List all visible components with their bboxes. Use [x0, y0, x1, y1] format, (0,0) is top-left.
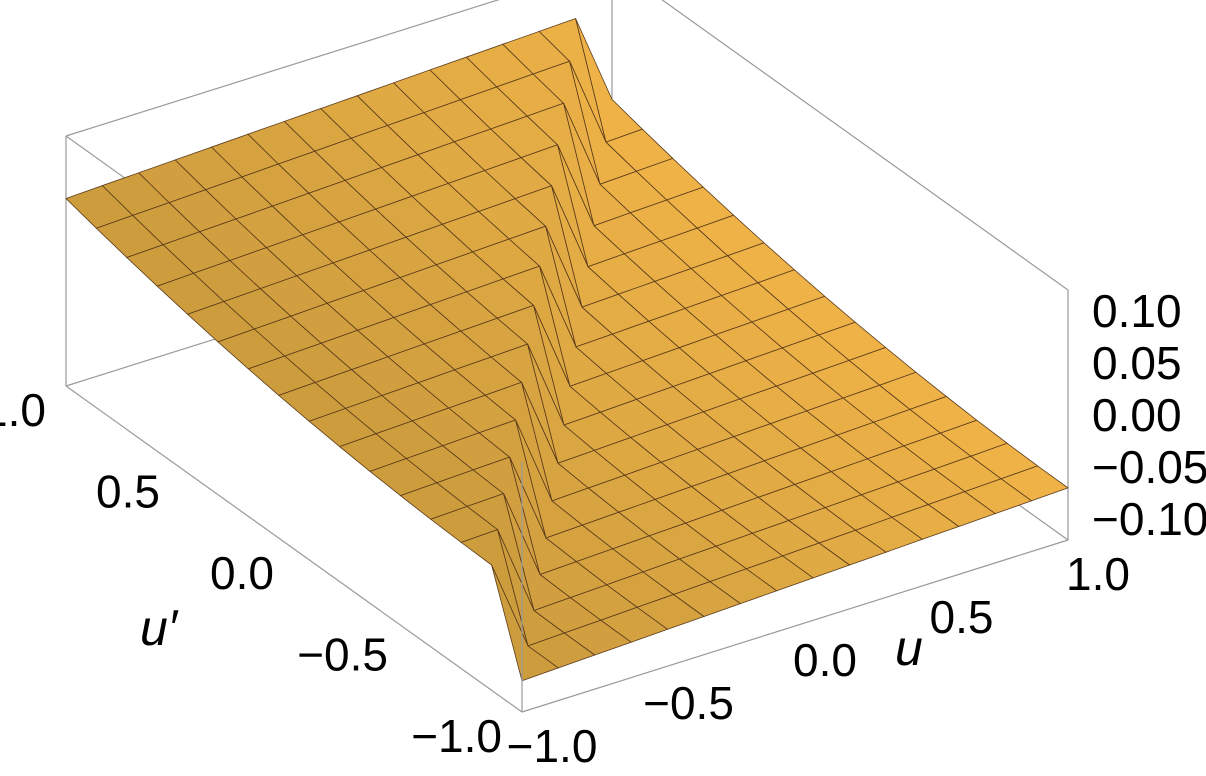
z-tick-label: 0.00 — [1092, 389, 1182, 441]
z-tick-label: 0.05 — [1092, 337, 1182, 389]
u-prime-tick-label: −0.5 — [297, 629, 388, 681]
u-axis-label: u — [895, 620, 923, 676]
u-tick-label: 0.5 — [930, 591, 994, 643]
u-tick-label: 1.0 — [1066, 548, 1130, 600]
box-edge — [521, 539, 1069, 713]
u-tick-label: −1.0 — [507, 720, 598, 772]
tick-labels: −1.0−0.50.00.51.0−1.0−0.50.00.51.0−0.10−… — [0, 285, 1206, 772]
u-prime-tick-label: −1.0 — [411, 710, 502, 762]
bounding-box-front — [65, 385, 1069, 713]
u-prime-tick-label: 1.0 — [0, 384, 46, 436]
u-tick-label: −0.5 — [643, 677, 734, 729]
surface-mesh — [65, 17, 1069, 682]
u-prime-axis-label: u′ — [140, 600, 179, 656]
box-edge — [661, 0, 1069, 291]
u-prime-tick-label: 0.0 — [210, 547, 274, 599]
u-tick-label: 0.0 — [793, 634, 857, 686]
z-tick-label: −0.10 — [1092, 493, 1206, 545]
u-prime-tick-label: 0.5 — [96, 466, 160, 518]
box-edge — [65, 385, 523, 713]
z-tick-label: 0.10 — [1092, 285, 1182, 337]
box-edge — [65, 0, 500, 137]
surface-patch — [1000, 465, 1069, 502]
z-tick-label: −0.05 — [1092, 441, 1206, 493]
